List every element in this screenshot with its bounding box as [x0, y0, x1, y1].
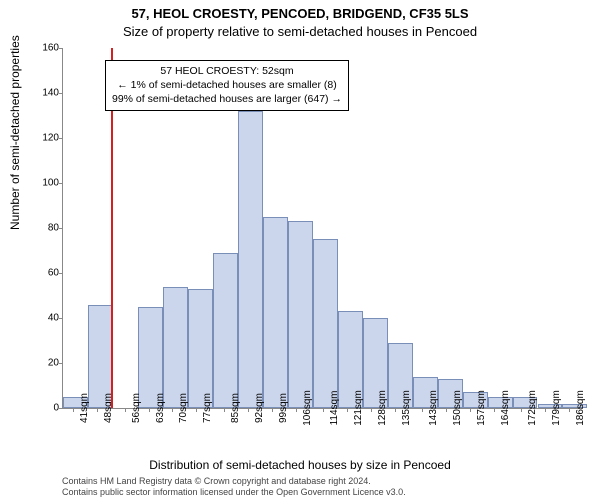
- y-tick-mark: [59, 48, 63, 49]
- x-tick-label: 99sqm: [276, 393, 289, 423]
- x-tick-mark: [422, 408, 423, 412]
- x-tick-mark: [196, 408, 197, 412]
- chart-title-sub: Size of property relative to semi-detach…: [0, 24, 600, 39]
- y-tick-mark: [59, 318, 63, 319]
- x-tick-mark: [323, 408, 324, 412]
- histogram-bar: [188, 289, 213, 408]
- plot-area: 02040608010012014016041sqm48sqm56sqm63sq…: [62, 48, 583, 409]
- x-tick-mark: [446, 408, 447, 412]
- y-tick-mark: [59, 408, 63, 409]
- x-tick-mark: [73, 408, 74, 412]
- annotation-line: 57 HEOL CROESTY: 52sqm: [112, 64, 342, 78]
- x-tick-label: 41sqm: [77, 393, 90, 423]
- x-tick-mark: [371, 408, 372, 412]
- x-tick-label: 85sqm: [228, 393, 241, 423]
- y-tick-mark: [59, 183, 63, 184]
- x-tick-label: 56sqm: [129, 393, 142, 423]
- histogram-bar: [313, 239, 338, 408]
- y-tick-label: 20: [29, 358, 63, 369]
- y-tick-label: 80: [29, 223, 63, 234]
- y-tick-label: 40: [29, 313, 63, 324]
- y-tick-mark: [59, 138, 63, 139]
- y-tick-mark: [59, 93, 63, 94]
- x-tick-label: 128sqm: [375, 390, 388, 426]
- x-axis-label: Distribution of semi-detached houses by …: [0, 458, 600, 472]
- annotation-box: 57 HEOL CROESTY: 52sqm← 1% of semi-detac…: [105, 60, 349, 111]
- x-tick-mark: [569, 408, 570, 412]
- x-tick-label: 157sqm: [474, 390, 487, 426]
- x-tick-label: 150sqm: [450, 390, 463, 426]
- annotation-line: 99% of semi-detached houses are larger (…: [112, 92, 342, 106]
- histogram-bar: [213, 253, 238, 408]
- credit-line: Contains public sector information licen…: [62, 487, 406, 498]
- x-tick-mark: [172, 408, 173, 412]
- chart-title-main: 57, HEOL CROESTY, PENCOED, BRIDGEND, CF3…: [0, 6, 600, 21]
- x-tick-mark: [125, 408, 126, 412]
- x-tick-label: 106sqm: [300, 390, 313, 426]
- histogram-bar: [163, 287, 188, 409]
- histogram-bar: [288, 221, 313, 408]
- y-tick-label: 0: [29, 403, 63, 414]
- x-tick-mark: [248, 408, 249, 412]
- y-tick-label: 140: [29, 88, 63, 99]
- credit-text: Contains HM Land Registry data © Crown c…: [62, 476, 406, 498]
- x-tick-label: 70sqm: [176, 393, 189, 423]
- y-tick-mark: [59, 363, 63, 364]
- x-tick-mark: [272, 408, 273, 412]
- histogram-bar: [263, 217, 288, 408]
- x-tick-mark: [296, 408, 297, 412]
- y-tick-label: 60: [29, 268, 63, 279]
- x-tick-mark: [395, 408, 396, 412]
- x-tick-label: 92sqm: [252, 393, 265, 423]
- x-tick-mark: [149, 408, 150, 412]
- x-tick-label: 77sqm: [200, 393, 213, 423]
- x-tick-label: 172sqm: [525, 390, 538, 426]
- y-tick-mark: [59, 273, 63, 274]
- x-tick-label: 135sqm: [399, 390, 412, 426]
- histogram-bar: [238, 111, 263, 408]
- x-tick-mark: [545, 408, 546, 412]
- x-tick-label: 121sqm: [351, 390, 364, 426]
- x-tick-mark: [470, 408, 471, 412]
- y-tick-mark: [59, 228, 63, 229]
- credit-line: Contains HM Land Registry data © Crown c…: [62, 476, 406, 487]
- x-tick-label: 179sqm: [549, 390, 562, 426]
- x-tick-mark: [347, 408, 348, 412]
- x-tick-mark: [97, 408, 98, 412]
- y-tick-label: 120: [29, 133, 63, 144]
- annotation-line: ← 1% of semi-detached houses are smaller…: [112, 78, 342, 92]
- x-tick-label: 186sqm: [573, 390, 586, 426]
- y-axis-label: Number of semi-detached properties: [8, 35, 22, 230]
- x-tick-label: 114sqm: [327, 391, 340, 426]
- x-tick-mark: [521, 408, 522, 412]
- y-tick-label: 160: [29, 43, 63, 54]
- y-tick-label: 100: [29, 178, 63, 189]
- x-tick-mark: [494, 408, 495, 412]
- x-tick-mark: [224, 408, 225, 412]
- x-tick-label: 143sqm: [426, 390, 439, 426]
- x-tick-label: 63sqm: [153, 393, 166, 423]
- x-tick-label: 164sqm: [498, 390, 511, 426]
